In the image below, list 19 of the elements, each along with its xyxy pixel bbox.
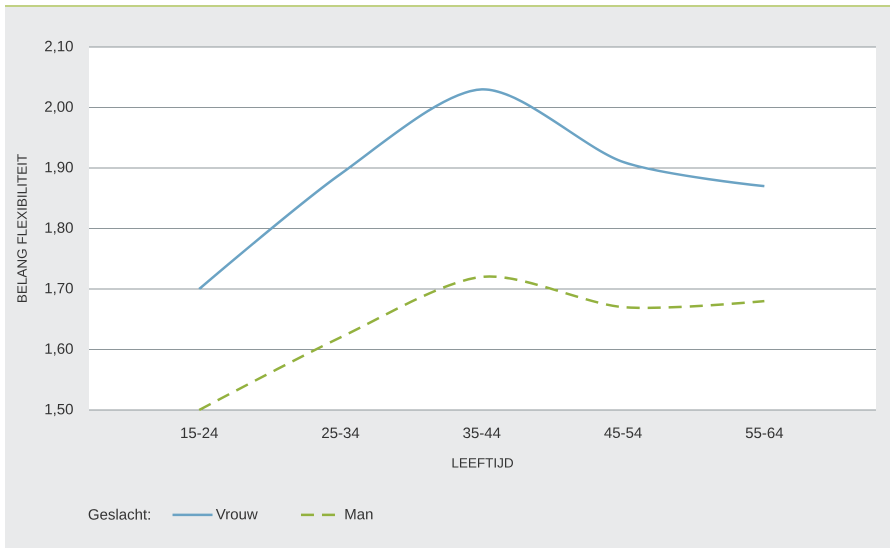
y-tick-label: 1,60 bbox=[45, 343, 73, 356]
y-tick-label: 2,10 bbox=[45, 40, 73, 54]
x-axis-title: LEEFTIJD bbox=[452, 458, 513, 468]
x-tick-label: 35-44 bbox=[463, 428, 501, 438]
x-tick-label: 25-34 bbox=[322, 428, 360, 438]
y-tick-label: 1,70 bbox=[45, 282, 73, 296]
y-tick-label: 2,00 bbox=[45, 101, 73, 114]
x-tick-label: 55-64 bbox=[746, 428, 784, 438]
y-axis-title: BELANG FLEXIBILITEIT bbox=[17, 154, 27, 302]
y-tick-label: 1,50 bbox=[45, 404, 73, 416]
x-tick-label: 45-54 bbox=[604, 428, 642, 438]
legend-label: Man bbox=[345, 508, 372, 520]
y-tick-label: 1,90 bbox=[45, 162, 73, 174]
line-series bbox=[198, 275, 766, 412]
line-series bbox=[198, 88, 766, 290]
y-tick-label: 1,80 bbox=[45, 222, 73, 235]
legend-title: Geslacht: bbox=[88, 508, 150, 520]
legend-label: Vrouw bbox=[216, 508, 258, 520]
x-tick-label: 15-24 bbox=[181, 428, 218, 438]
